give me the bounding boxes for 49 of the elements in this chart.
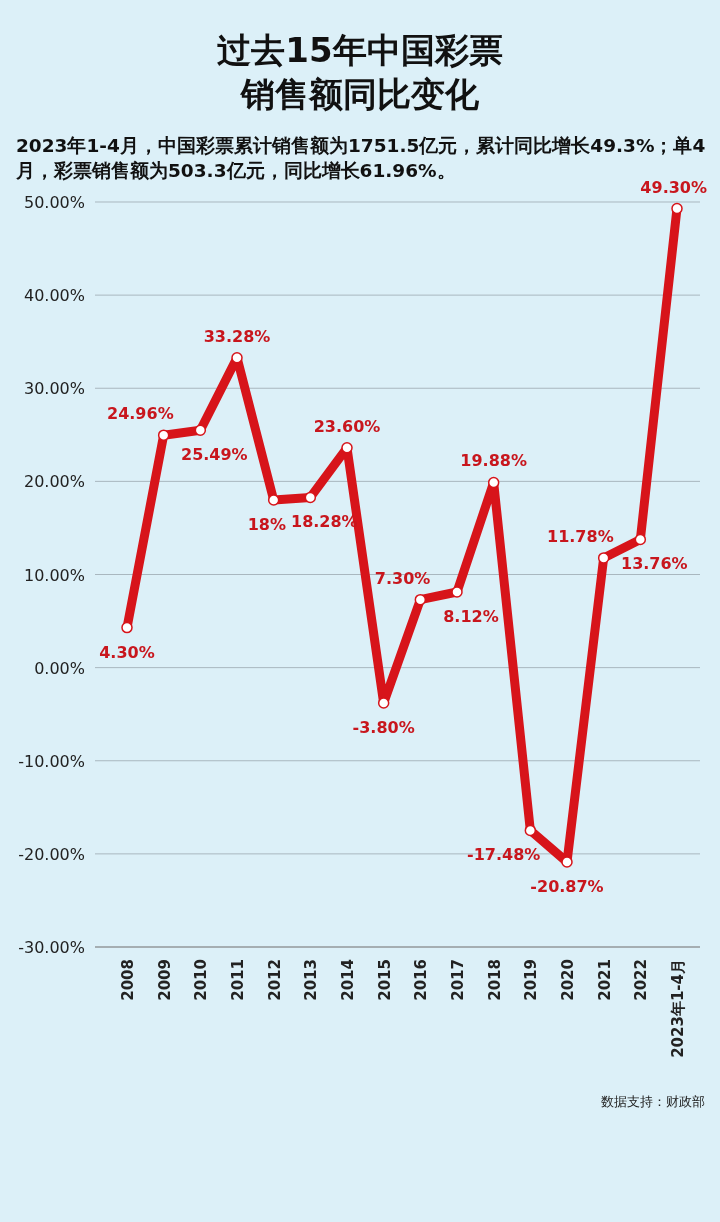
y-tick-label: 10.00% xyxy=(23,565,85,585)
point xyxy=(597,552,610,564)
x-tick-label: 2017 xyxy=(449,959,467,1001)
data-label: 24.96% xyxy=(107,404,174,424)
data-label: 11.78% xyxy=(547,526,614,546)
point xyxy=(561,856,573,868)
x-tick-label: 2014 xyxy=(339,959,357,1001)
x-tick-label: 2010 xyxy=(192,959,211,1001)
y-tick-label: -30.00% xyxy=(18,938,85,957)
point xyxy=(377,697,390,709)
x-tick-label: 2021 xyxy=(595,959,614,1001)
data-label: 13.76% xyxy=(621,554,688,574)
data-label: 23.60% xyxy=(313,416,381,436)
y-tick-label: 50.00% xyxy=(23,193,85,212)
x-tick-label: 2008 xyxy=(119,959,137,1001)
data-label: 7.30% xyxy=(374,568,431,588)
x-tick-label: 2019 xyxy=(522,959,541,1001)
point xyxy=(157,429,170,441)
x-tick-label: 2009 xyxy=(155,959,174,1001)
x-tick-label: 2016 xyxy=(412,959,431,1001)
y-tick-label: 0.00% xyxy=(34,658,85,678)
x-tick-label: 2011 xyxy=(229,959,247,1001)
data-label: 8.12% xyxy=(443,607,499,627)
data-label: 19.88% xyxy=(460,451,527,471)
y-tick-label: 40.00% xyxy=(23,286,85,306)
data-label: 4.30% xyxy=(99,642,155,662)
data-label: -3.80% xyxy=(352,718,415,738)
data-label: 25.49% xyxy=(181,445,248,465)
x-tick-label: 2020 xyxy=(559,959,577,1001)
chart-title: 过去15年中国彩票销售额同比变化 xyxy=(217,30,503,114)
data-label: -20.87% xyxy=(530,876,604,896)
y-tick-label: 20.00% xyxy=(23,472,85,492)
data-label: 18% xyxy=(247,515,287,534)
point xyxy=(524,824,537,837)
text: 数据支持：财政部 xyxy=(601,1094,705,1109)
data-label: 33.28% xyxy=(203,326,271,346)
x-tick-label: 2015 xyxy=(375,959,394,1001)
data-label: -17.48% xyxy=(467,845,541,865)
x-tick-label: 2022 xyxy=(632,959,651,1001)
y-tick-label: -10.00% xyxy=(18,751,85,771)
x-tick-label: 2018 xyxy=(485,959,504,1001)
point xyxy=(194,424,207,436)
x-tick-label: 2012 xyxy=(265,959,284,1001)
x-tick-label: 2023年1-4月 xyxy=(669,959,687,1058)
x-tick-label: 2013 xyxy=(302,959,321,1001)
y-tick-label: 30.00% xyxy=(23,379,85,399)
point xyxy=(634,533,647,546)
y-tick-label: -20.00% xyxy=(18,844,85,864)
point xyxy=(451,586,463,598)
